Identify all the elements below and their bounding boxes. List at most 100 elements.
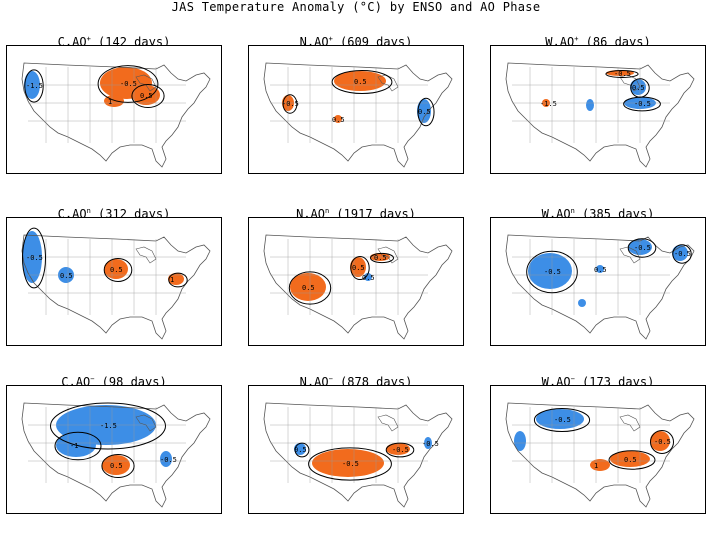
contour-line [288,271,332,305]
contour-label: -1.5 [540,100,557,108]
cool-anomaly-region [578,299,586,307]
map-frame [6,45,222,174]
map-svg: -0.5 0.5 1 0.5 [6,217,222,346]
contour-label: 0.5 [352,264,365,272]
contour-line [131,84,165,108]
contour-label: 1 [170,276,174,284]
panel-w-ao-pos: W,AO+ (86 days) -0.5 0.5 -0.5 -1.5 [484,32,712,180]
state-borders [270,67,428,143]
contour-line [103,258,133,282]
anomaly-map: -0.5 -0.5 -0.5 0.5 [490,217,706,348]
map-svg: 0.5 0.5 0.5 0.5 [248,217,464,346]
state-borders [512,67,670,143]
us-outline [263,62,453,168]
contour-label: -0.5 [160,456,177,464]
anomaly-map: 0.5 0.5 0.5 0.5 [248,217,464,348]
panel-n-ao-neu: N,AOn (1917 days) 0.5 0.5 0.5 0.5 [242,204,470,352]
great-lakes [135,246,157,264]
cool-anomaly-region [160,451,172,467]
cool-anomaly-region [417,99,431,123]
us-outline [505,402,695,508]
contour-label: 0.5 [60,272,73,280]
warm-anomaly-region [102,455,130,475]
contour-line [627,238,657,258]
contour-line [294,442,310,458]
contour-label: 1 [108,98,112,106]
map-svg: -0.5 -0.5 0.5 -0.5 [248,385,464,514]
anomaly-map: -0.5 0.5 -0.5 -1.5 [490,45,706,176]
contour-label: 0.5 [632,84,645,92]
panel-w-ao-neg: W,AO− (173 days) -0.5 0.5 -0.5 1 [484,372,712,520]
great-lakes [619,246,641,264]
contour-label: 1 [594,462,598,470]
us-outline [21,234,211,340]
contour-label: -0.5 [282,100,299,108]
map-frame [490,217,706,346]
contour-label: -1.5 [26,82,43,90]
contour-label: 0.5 [294,446,307,454]
panel-w-ao-neu: W,AOn (385 days) -0.5 -0.5 -0.5 0.5 [484,204,712,352]
panel-n-ao-neg: N,AO− (878 days) -0.5 -0.5 0.5 -0.5 [242,372,470,520]
map-svg: -1.5 -1 0.5 -0.5 [6,385,222,514]
us-outline [505,234,695,340]
contour-label: 0.5 [110,266,123,274]
warm-anomaly-region [290,273,326,301]
contour-label: 0.5 [110,462,123,470]
map-svg: 0.5 -0.5 0.5 0.5 [248,45,464,174]
contour-label: -0.5 [26,254,43,262]
anomaly-map: -1.5 -0.5 0.5 1 [6,45,222,176]
map-frame [248,45,464,174]
state-borders [270,407,428,483]
contour-label: 0.5 [374,254,387,262]
contour-label: -0.5 [654,438,671,446]
contour-line [605,70,639,78]
state-borders [270,239,428,315]
us-outline [263,234,453,340]
contour-label: -0.5 [634,244,651,252]
map-svg: -0.5 0.5 -0.5 1 [490,385,706,514]
contour-line [672,244,692,264]
contour-line [97,65,159,103]
contour-label: 0.5 [140,92,153,100]
map-frame [248,217,464,346]
contour-label: -0.5 [634,100,651,108]
contour-label: 0.5 [624,456,637,464]
panel-c-ao-neg: C,AO− (98 days) -1.5 -1 0.5 -0.5 [0,372,228,520]
warm-anomaly-region [650,431,670,451]
contour-line [24,69,44,103]
great-lakes [135,74,157,92]
great-lakes [377,414,399,432]
warm-anomaly-region [132,85,160,105]
panel-n-ao-pos: N,AO+ (609 days) 0.5 -0.5 0.5 0.5 [242,32,470,180]
us-outline [505,62,695,168]
great-lakes [135,414,157,432]
contour-label: -0.5 [422,440,439,448]
anomaly-map: -1.5 -1 0.5 -0.5 [6,385,222,516]
contour-label: -0.5 [120,80,137,88]
anomaly-map: -0.5 0.5 1 0.5 [6,217,222,348]
contour-label: 0.5 [418,108,431,116]
contour-label: 0.5 [594,266,607,274]
map-svg: -0.5 -0.5 -0.5 0.5 [490,217,706,346]
contour-line [331,70,393,94]
contour-line [417,97,435,127]
state-borders [512,407,670,483]
contour-label: -1 [70,442,78,450]
cool-anomaly-region [596,265,604,273]
anomaly-map: 0.5 -0.5 0.5 0.5 [248,45,464,176]
map-svg: -1.5 -0.50.5 1 [6,45,222,174]
contour-label: -0.5 [544,268,561,276]
contour-line [54,431,102,461]
contour-label: -0.5 [614,70,631,78]
warm-anomaly-region [334,71,386,91]
great-lakes [619,74,641,92]
contour-label: 0.5 [332,116,345,124]
panel-c-ao-pos: C,AO+ (142 days) -1.5 -0.5 0.5 1 [0,32,228,180]
us-outline [21,62,211,168]
cool-anomaly-region [536,409,584,429]
contour-label: -0.5 [342,460,359,468]
contour-label: -0.5 [674,250,691,258]
contour-line [533,408,591,432]
cool-anomaly-region [586,99,594,111]
warm-anomaly-region [312,449,384,477]
